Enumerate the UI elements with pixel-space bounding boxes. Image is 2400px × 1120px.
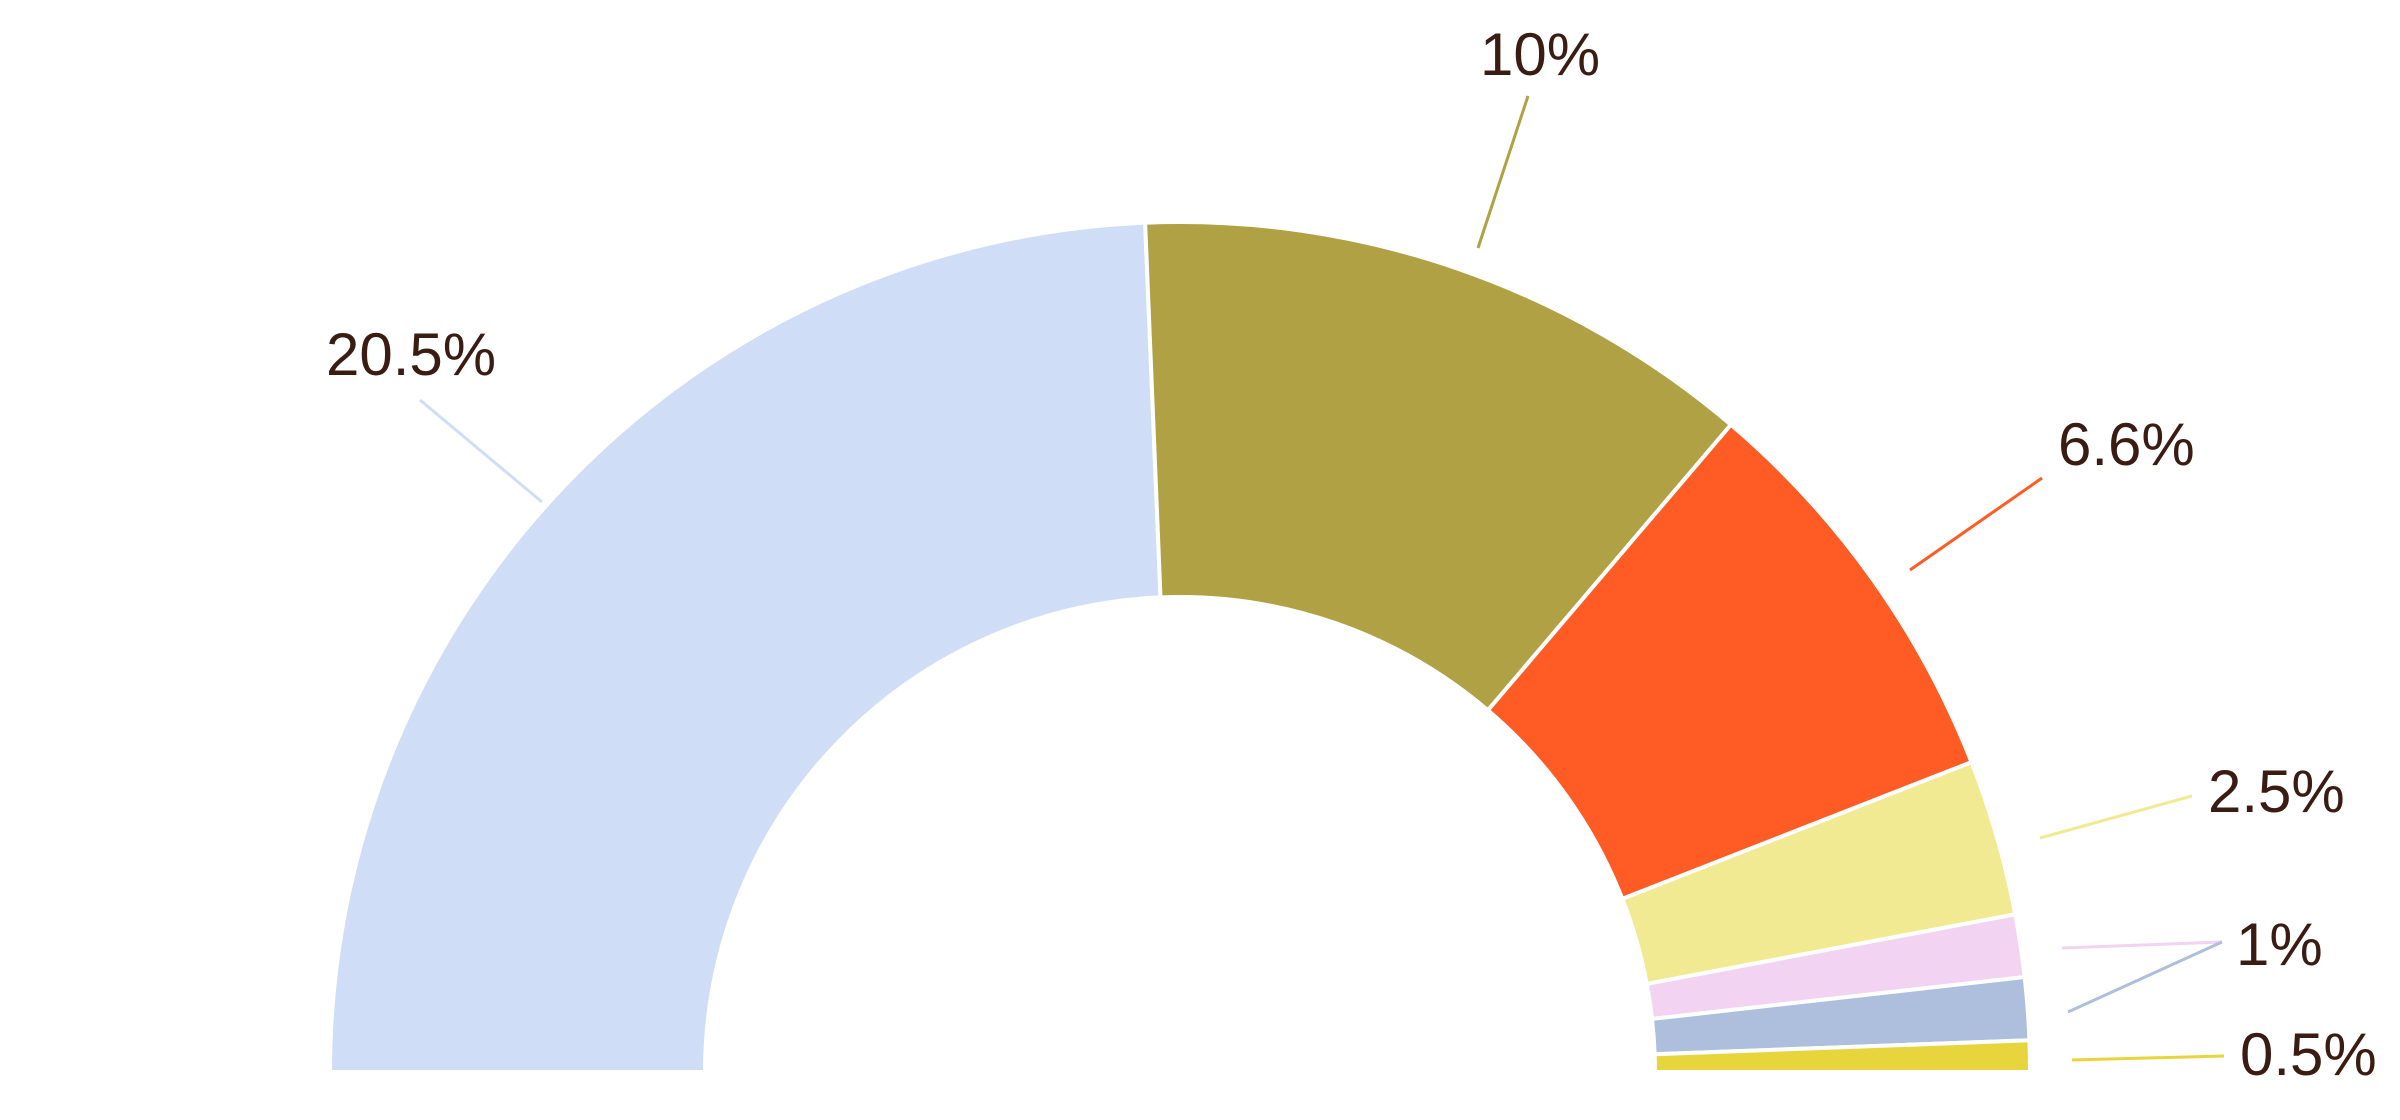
slice-label-3: 6.6%: [2058, 411, 2195, 478]
slice-label-5: 1%: [2236, 911, 2323, 978]
leader-line-3: [1909, 476, 2043, 572]
slice-label-4: 2.5%: [2208, 758, 2345, 825]
pie-slice-2: [1143, 220, 1734, 714]
pie-slice-7: [1652, 1038, 2033, 1074]
leader-line-4: [2039, 794, 2193, 840]
labels-layer: 20.5% 10% 6.6% 2.5% 1% 0.5%: [326, 21, 2377, 1088]
leader-line-6: [2067, 940, 2223, 1014]
leader-line-2: [1476, 95, 1530, 249]
leader-line-7: [2071, 1054, 2225, 1062]
pie-slice-1: [327, 220, 1163, 1074]
leader-line-1: [419, 398, 543, 504]
pie-slice-3: [1485, 421, 1975, 902]
slice-label-7: 0.5%: [2240, 1021, 2377, 1088]
leader-line-5: [2061, 940, 2223, 950]
slice-label-1: 20.5%: [326, 321, 496, 388]
slices-layer: [327, 220, 2033, 1074]
leader-lines-layer: [419, 95, 2225, 1062]
slice-label-2: 10%: [1480, 21, 1600, 88]
